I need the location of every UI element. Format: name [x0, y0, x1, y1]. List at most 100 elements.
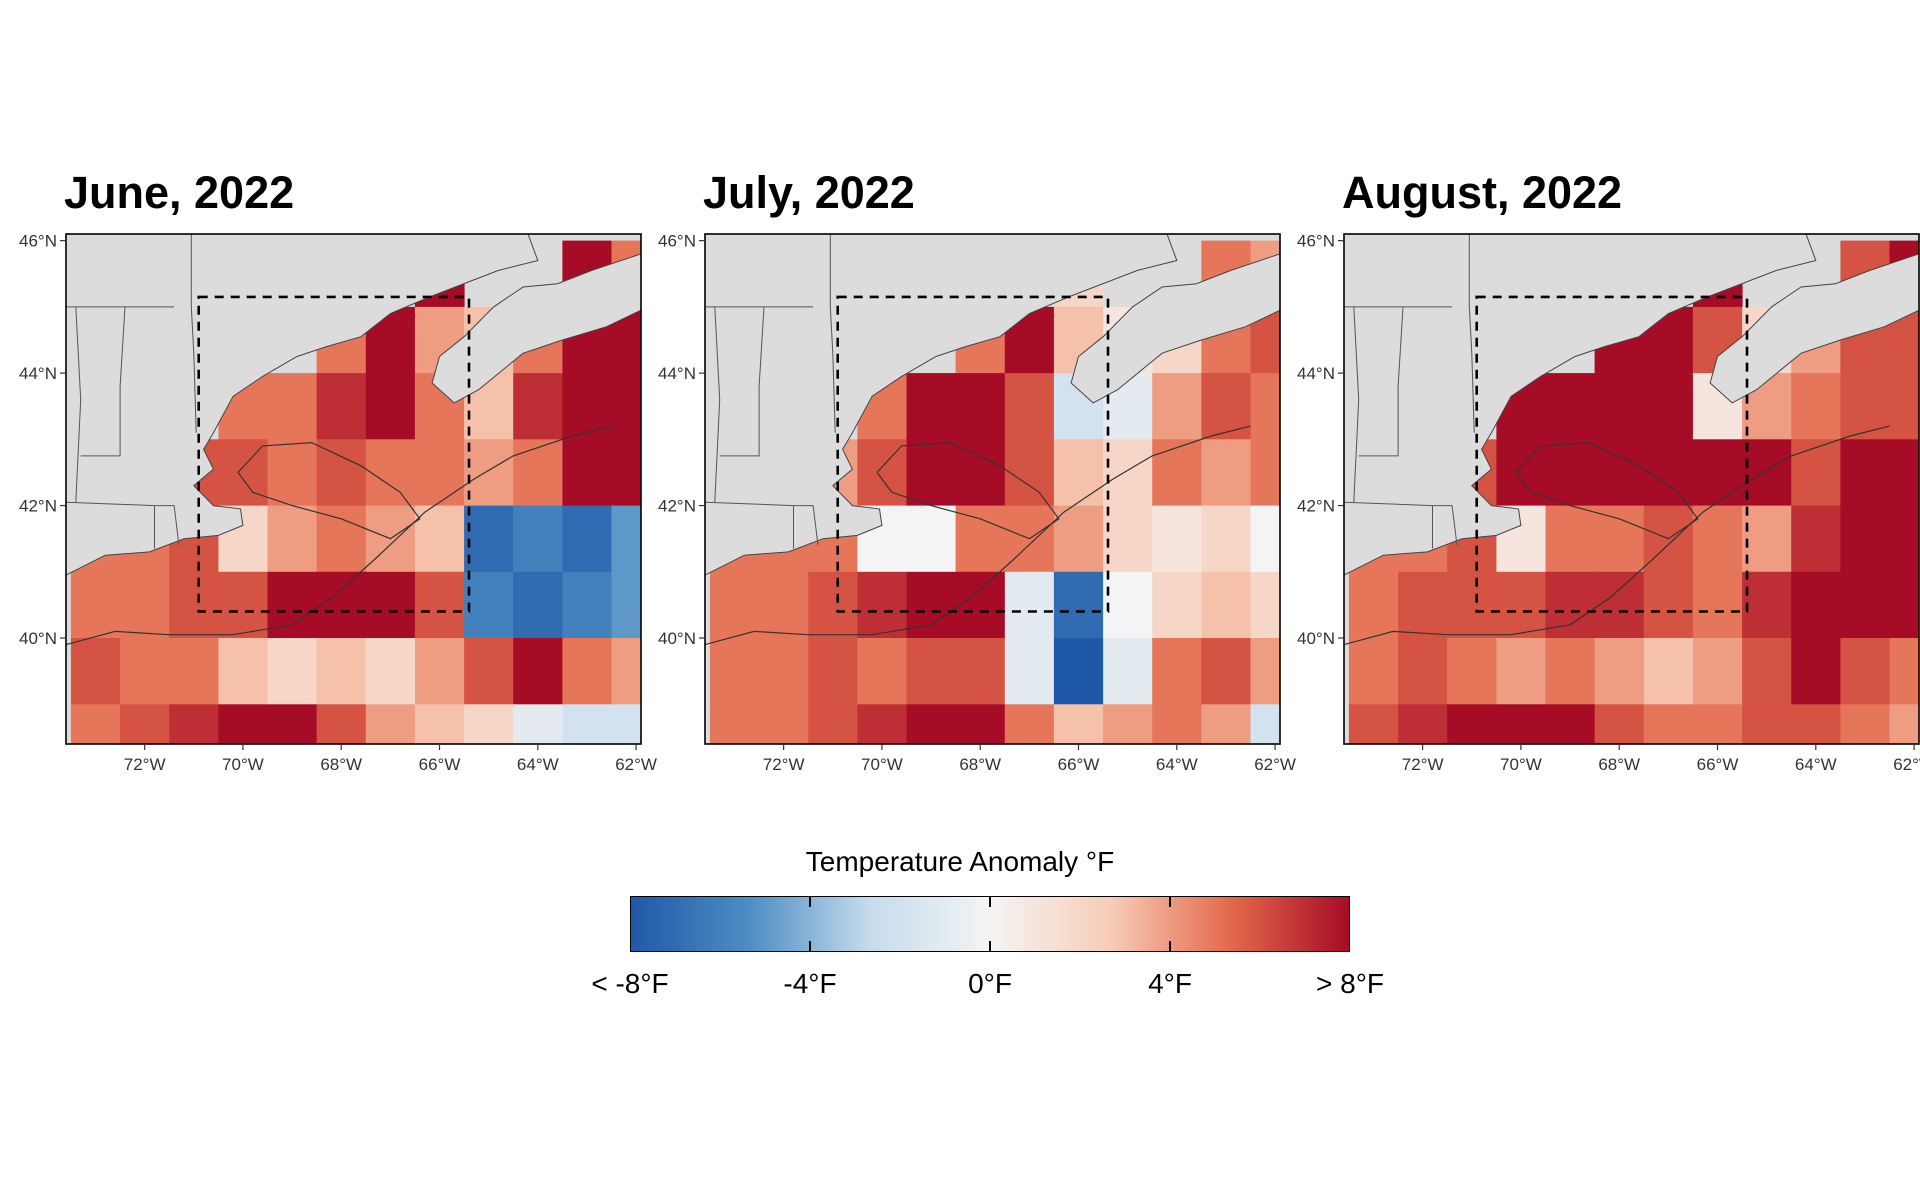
anomaly-cell [1889, 439, 1919, 507]
anomaly-cell [1152, 373, 1202, 440]
anomaly-cell [1791, 373, 1841, 440]
lon-tick-label: 68°W [320, 755, 362, 774]
anomaly-cell [906, 571, 957, 639]
map-plot-area: 46°N 44°N 42°N 40°N 72°W 70°W 68°W 66°W 64°W 62°W [658, 232, 1296, 774]
shelf-break-contour [66, 425, 612, 646]
anomaly-cell [1545, 704, 1596, 744]
anomaly-cell [1250, 505, 1280, 573]
anomaly-cell [808, 638, 858, 705]
anomaly-cell [1889, 373, 1919, 440]
anomaly-map-june: 46°N 44°N 42°N 40°N 72°W 70°W 68°W 66°W 64°W 62°W [19, 232, 657, 774]
anomaly-cell [316, 638, 367, 705]
lon-tick-label: 70°W [861, 755, 903, 774]
anomaly-cell [1791, 505, 1841, 573]
anomaly-cell [1348, 571, 1399, 639]
lat-tick-label: 44°N [1297, 364, 1335, 383]
anomaly-cell [611, 704, 641, 744]
anomaly-cell [857, 439, 908, 507]
anomaly-cell [1692, 704, 1743, 744]
anomaly-cell [1053, 571, 1104, 639]
anomaly-cell [1791, 439, 1841, 507]
anomaly-cell [1742, 571, 1792, 639]
lon-tick-label: 66°W [1697, 755, 1739, 774]
anomaly-cell [1348, 638, 1399, 705]
map-plot-area: 46°N 44°N 42°N 40°N 72°W 70°W 68°W 66°W 64°W 62°W [1297, 232, 1920, 774]
anomaly-cell [611, 571, 641, 639]
anomaly-cell [513, 373, 563, 440]
anomaly-cell [1201, 439, 1252, 507]
legend-tick [809, 897, 811, 907]
anomaly-cell [562, 505, 613, 573]
lon-tick-label: 68°W [1598, 755, 1640, 774]
anomaly-cell [1594, 638, 1645, 705]
anomaly-cell [1840, 704, 1891, 744]
map-frame [1343, 233, 1920, 745]
anomaly-cell [562, 571, 613, 639]
panel-title: June, 2022 [64, 167, 295, 218]
anomaly-cell [1447, 571, 1497, 639]
anomaly-cell [1250, 373, 1280, 440]
land-nova-scotia [1709, 253, 1919, 404]
anomaly-cell [1004, 638, 1055, 705]
anomaly-cell [906, 638, 957, 705]
anomaly-cell [1398, 571, 1448, 639]
study-area-box [1475, 295, 1749, 613]
anomaly-cell [906, 505, 957, 573]
state-border [705, 501, 819, 546]
anomaly-cell [955, 373, 1006, 440]
anomaly-cell [1594, 439, 1645, 507]
map-frame [704, 233, 1281, 745]
anomaly-cell [857, 638, 908, 705]
anomaly-cell [316, 704, 367, 744]
lon-tick-label: 68°W [959, 755, 1001, 774]
anomaly-cell [1692, 571, 1743, 639]
anomaly-cell [1201, 373, 1252, 440]
state-border [66, 501, 180, 546]
anomaly-cell [1201, 638, 1252, 705]
anomaly-cell [1496, 571, 1547, 639]
anomaly-map-july: 46°N 44°N 42°N 40°N 72°W 70°W 68°W 66°W 64°W 62°W [658, 232, 1296, 774]
anomaly-cell [1791, 571, 1841, 639]
study-area-box [836, 295, 1110, 613]
anomaly-cell [365, 571, 416, 639]
map-plot-area: 46°N 44°N 42°N 40°N 72°W 70°W 68°W 66°W 64°W 62°W [19, 232, 657, 774]
gulf-of-maine-contour [237, 441, 421, 540]
anomaly-cell [1201, 505, 1252, 573]
anomaly-cell [906, 373, 957, 440]
anomaly-cell [1545, 439, 1596, 507]
anomaly-cell [955, 505, 1006, 573]
anomaly-cell [562, 373, 613, 440]
anomaly-cell [1545, 373, 1596, 440]
anomaly-cell [1496, 638, 1547, 705]
anomaly-cell [218, 704, 269, 744]
anomaly-cell [611, 373, 641, 440]
anomaly-cell [1447, 704, 1497, 744]
lon-tick-label: 64°W [1156, 755, 1198, 774]
anomaly-cell [70, 704, 121, 744]
anomaly-cell [1594, 704, 1645, 744]
anomaly-cell [1742, 704, 1792, 744]
legend-label: 0°F [968, 968, 1012, 999]
anomaly-cell [1791, 638, 1841, 705]
anomaly-cell [267, 439, 318, 507]
map-layers [66, 234, 641, 744]
state-border [1358, 306, 1404, 457]
anomaly-cell [316, 571, 367, 639]
anomaly-cell [1004, 373, 1055, 440]
anomaly-cell [1643, 704, 1694, 744]
anomaly-cell [1053, 439, 1104, 507]
anomaly-cell [1103, 439, 1153, 507]
anomaly-cell [169, 704, 219, 744]
anomaly-cell [759, 571, 809, 639]
anomaly-cell [955, 638, 1006, 705]
anomaly-cell [1840, 373, 1891, 440]
lat-tick-label: 46°N [658, 232, 696, 251]
anomaly-cell [1053, 638, 1104, 705]
anomaly-cell [414, 571, 465, 639]
anomaly-cell [955, 704, 1006, 744]
anomaly-cell [365, 373, 416, 440]
study-area-box [197, 295, 471, 613]
anomaly-cell [365, 439, 416, 507]
anomaly-cell [906, 439, 957, 507]
anomaly-cell [1840, 571, 1891, 639]
